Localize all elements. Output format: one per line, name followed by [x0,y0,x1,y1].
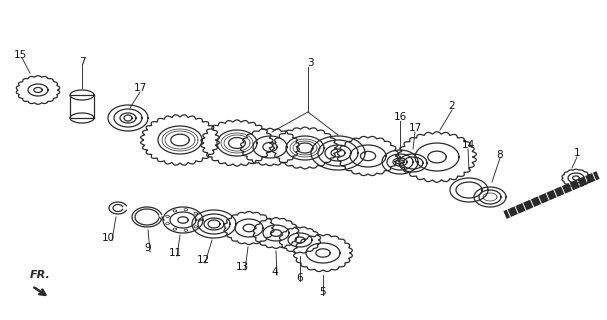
Text: 10: 10 [101,233,115,243]
Text: 15: 15 [13,50,27,60]
Text: 9: 9 [144,243,151,253]
Text: 12: 12 [197,255,209,265]
Text: 13: 13 [236,262,249,272]
Text: 5: 5 [320,287,327,297]
Text: 11: 11 [168,248,181,258]
Text: 2: 2 [449,101,455,111]
Text: 17: 17 [134,83,147,93]
Text: 1: 1 [574,148,580,158]
Text: FR.: FR. [30,270,50,280]
Text: 16: 16 [393,112,407,122]
Text: 6: 6 [297,273,304,283]
Text: 17: 17 [409,123,422,133]
Text: 3: 3 [307,58,313,68]
Text: 8: 8 [497,150,503,160]
Text: 7: 7 [79,57,86,67]
Text: 4: 4 [272,267,279,277]
Text: 14: 14 [461,140,475,150]
